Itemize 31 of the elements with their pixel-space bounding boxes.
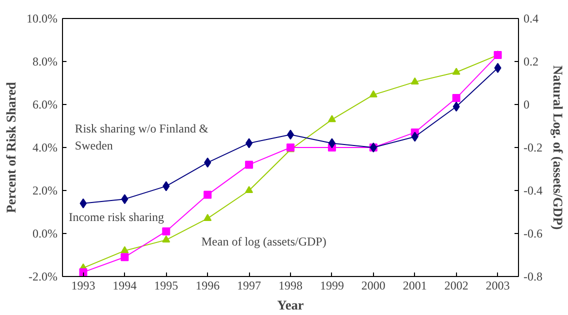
- y-axis-title: Percent of Risk Shared: [4, 81, 19, 213]
- annotation: Income risk sharing: [68, 210, 164, 224]
- x-tick-label: 1998: [278, 278, 302, 292]
- y-tick-label: 6.0%: [32, 98, 58, 112]
- x-tick-label: 1995: [154, 278, 178, 292]
- y2-tick-label: -0.4: [524, 184, 542, 198]
- x-tick-label: 1999: [320, 278, 344, 292]
- x-tick-label: 2003: [486, 278, 510, 292]
- annotation: Mean of log (assets/GDP): [201, 234, 326, 249]
- y-tick-label: 8.0%: [32, 54, 58, 68]
- y2-tick-label: -0.8: [524, 270, 542, 284]
- y-tick-label: -2.0%: [28, 270, 58, 284]
- y2-tick-label: -0.2: [524, 140, 542, 154]
- x-tick-label: 1996: [196, 278, 220, 292]
- x-tick-label: 1997: [237, 278, 262, 292]
- y-tick-label: 10.0%: [26, 12, 58, 26]
- y2-axis-title: Natural Log. of (assets/GDP): [550, 65, 566, 230]
- x-tick-label: 1994: [112, 278, 137, 292]
- y2-tick-label: 0: [524, 98, 530, 112]
- x-tick-label: 1993: [71, 278, 96, 292]
- x-axis-title: Year: [277, 298, 304, 312]
- y2-tick-label: 0.2: [524, 54, 538, 68]
- y-tick-label: 2.0%: [32, 184, 58, 198]
- y2-tick-label: 0.4: [524, 12, 538, 26]
- x-tick-label: 2000: [361, 278, 386, 292]
- y2-tick-label: -0.6: [524, 226, 542, 240]
- x-tick-label: 2002: [444, 278, 468, 292]
- y-tick-label: 4.0%: [32, 140, 58, 154]
- x-tick-label: 2001: [402, 278, 427, 292]
- y-tick-label: 0.0%: [32, 226, 58, 240]
- annotation: Risk sharing w/o Finland & Sweden: [74, 122, 209, 152]
